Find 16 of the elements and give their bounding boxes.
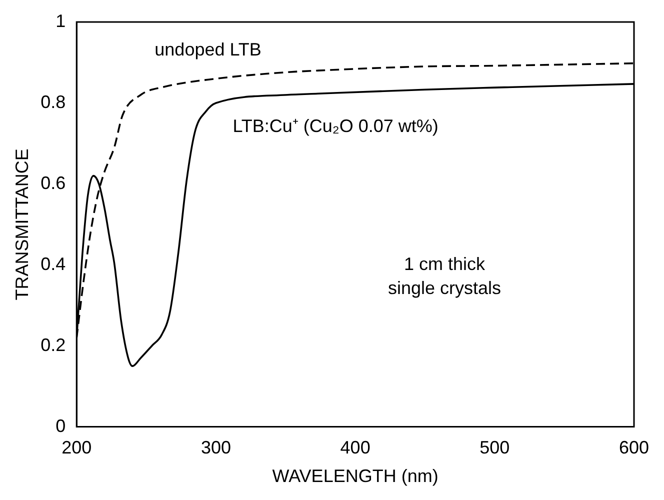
y-tick-label: 0 [56, 416, 66, 436]
series-label: undoped LTB [154, 39, 262, 60]
x-tick-label: 600 [618, 438, 650, 458]
x-axis-title: WAVELENGTH (nm) [272, 466, 438, 486]
y-axis-title: TRANSMITTANCE [12, 148, 32, 300]
series-label: LTB:Cu⁺ (Cu₂O 0.07 wt%) [232, 116, 438, 136]
x-tick-label: 500 [480, 438, 510, 458]
annotation: 1 cm thick single crystals [388, 254, 502, 298]
x-tick-label: 200 [62, 438, 92, 458]
y-tick-label: 1 [56, 10, 66, 31]
y-tick-label: 0.6 [40, 172, 66, 193]
y-tick-label: 0.2 [40, 334, 66, 355]
y-tick-label: 0.8 [40, 92, 66, 112]
x-tick-label: 400 [340, 438, 370, 458]
y-tick-label: 0.4 [40, 254, 66, 274]
x-tick-label: 300 [200, 438, 231, 458]
